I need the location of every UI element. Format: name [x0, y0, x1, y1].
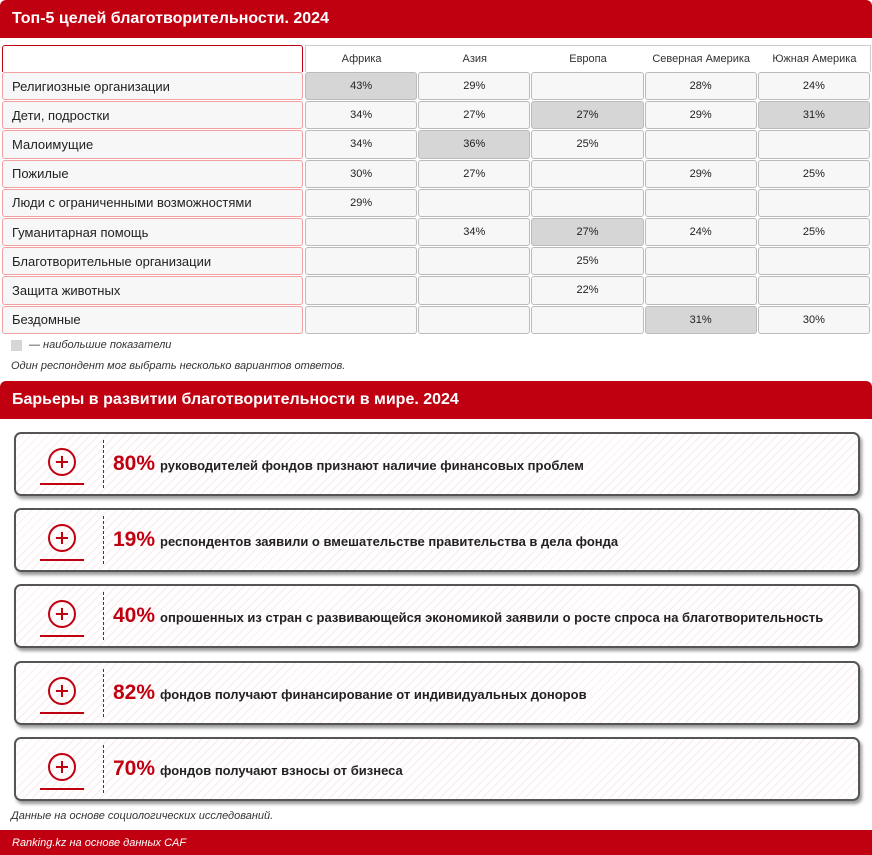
cell: 25%: [757, 159, 870, 188]
cell: [418, 188, 531, 217]
barrier-card: 19% респондентов заявили о вмешательстве …: [14, 508, 860, 573]
note: Один респондент мог выбрать несколько ва…: [11, 360, 346, 372]
separator: [103, 668, 104, 717]
cell: 28%: [644, 72, 757, 101]
cell: 27%: [418, 101, 531, 130]
cell: [757, 247, 870, 276]
icon: [40, 676, 84, 714]
separator: [103, 516, 104, 565]
cell: 27%: [418, 159, 531, 188]
cell: 27%: [531, 101, 644, 130]
cell: [305, 305, 418, 334]
row-label: Люди с ограниченными возможностями: [2, 188, 303, 217]
column-header: Африка: [341, 52, 382, 65]
column-header: Азия: [462, 52, 488, 65]
barrier-text: 70% фондов получают взносы от бизнеса: [113, 757, 403, 781]
cell: [305, 247, 418, 276]
cell: [305, 276, 418, 305]
barrier-card: 70% фондов получают взносы от бизнеса: [14, 736, 860, 801]
icon: [40, 524, 84, 562]
section-title: Топ-5 целей благотворительности. 2024: [0, 0, 872, 38]
table-frame: [2, 45, 303, 72]
percent: 70%: [113, 756, 156, 780]
column-header: Европа: [569, 52, 607, 65]
barrier-card: 40% опрошенных из стран с развивающейся э…: [14, 584, 860, 649]
description: респондентов заявили о вмешательстве пра…: [160, 534, 619, 550]
description: опрошенных из стран с развивающейся экон…: [160, 610, 824, 626]
row-label: Защита животных: [2, 276, 303, 305]
header-frame: [305, 45, 871, 72]
percent: 19%: [113, 528, 156, 552]
section-title: Барьеры в развитии благотворительности в…: [0, 381, 872, 419]
row-label: Благотворительные организации: [2, 247, 303, 276]
icon: [40, 600, 84, 638]
description: руководителей фондов признают наличие фи…: [160, 458, 584, 473]
separator: [103, 440, 104, 488]
legend-text: — наибольшие показатели: [29, 339, 172, 351]
cell: [644, 130, 757, 159]
cell: [418, 276, 531, 305]
cell: 31%: [757, 101, 870, 130]
barrier-text: 40% опрошенных из стран с развивающейся э…: [113, 604, 823, 628]
description: фондов получают финансирование от индиви…: [160, 686, 587, 702]
cell: 25%: [531, 247, 644, 276]
percent: 40%: [113, 604, 156, 628]
row-label: Пожилые: [2, 159, 303, 188]
cell: 31%: [644, 305, 757, 334]
barrier-text: 80% руководителей фондов признают наличие…: [113, 452, 584, 476]
cell: 30%: [757, 305, 870, 334]
cell: [531, 159, 644, 188]
cell: [305, 218, 418, 247]
cell: [644, 188, 757, 217]
cell: 43%: [305, 72, 418, 101]
cell: [644, 276, 757, 305]
cell: 34%: [305, 130, 418, 159]
cell: [418, 305, 531, 334]
cell: [531, 72, 644, 101]
separator: [103, 592, 104, 641]
barrier-card: 82% фондов получают финансирование от инд…: [14, 660, 860, 725]
row-label: Религиозные организации: [2, 72, 303, 101]
cell: 34%: [305, 101, 418, 130]
row-label: Дети, подростки: [2, 101, 303, 130]
cell: [644, 247, 757, 276]
cell: 34%: [418, 218, 531, 247]
row-label: Гуманитарная помощь: [2, 218, 303, 247]
cell: 24%: [757, 72, 870, 101]
cell: 27%: [531, 218, 644, 247]
column-header: Южная Америка: [772, 52, 857, 65]
barrier-card: 80% руководителей фондов признают наличие…: [14, 432, 860, 496]
cell: [531, 305, 644, 334]
description: фондов получают взносы от бизнеса: [160, 762, 403, 778]
icon: [40, 448, 84, 485]
cell: 36%: [418, 130, 531, 159]
percent: 80%: [113, 452, 156, 475]
cell: 29%: [418, 72, 531, 101]
cell: 29%: [644, 101, 757, 130]
footnote: Данные на основе социологических исследо…: [11, 810, 274, 822]
cell: 25%: [757, 218, 870, 247]
cell: 29%: [305, 188, 418, 217]
separator: [103, 744, 104, 793]
percent: 82%: [113, 680, 156, 704]
cell: 22%: [531, 276, 644, 305]
cell: [757, 130, 870, 159]
row-label: Бездомные: [2, 305, 303, 334]
row-label: Малоимущие: [2, 130, 303, 159]
legend-swatch: [11, 340, 22, 351]
cell: [757, 188, 870, 217]
cell: 30%: [305, 159, 418, 188]
barrier-text: 82% фондов получают финансирование от инд…: [113, 681, 587, 705]
icon: [40, 752, 84, 790]
cell: [418, 247, 531, 276]
cell: 25%: [531, 130, 644, 159]
cell: [757, 276, 870, 305]
cell: [531, 188, 644, 217]
cell: 24%: [644, 218, 757, 247]
barrier-text: 19% респондентов заявили о вмешательстве …: [113, 528, 618, 552]
source: Ranking.kz на основе данных CAF: [0, 830, 872, 855]
column-header: Северная Америка: [652, 52, 751, 65]
cell: 29%: [644, 159, 757, 188]
